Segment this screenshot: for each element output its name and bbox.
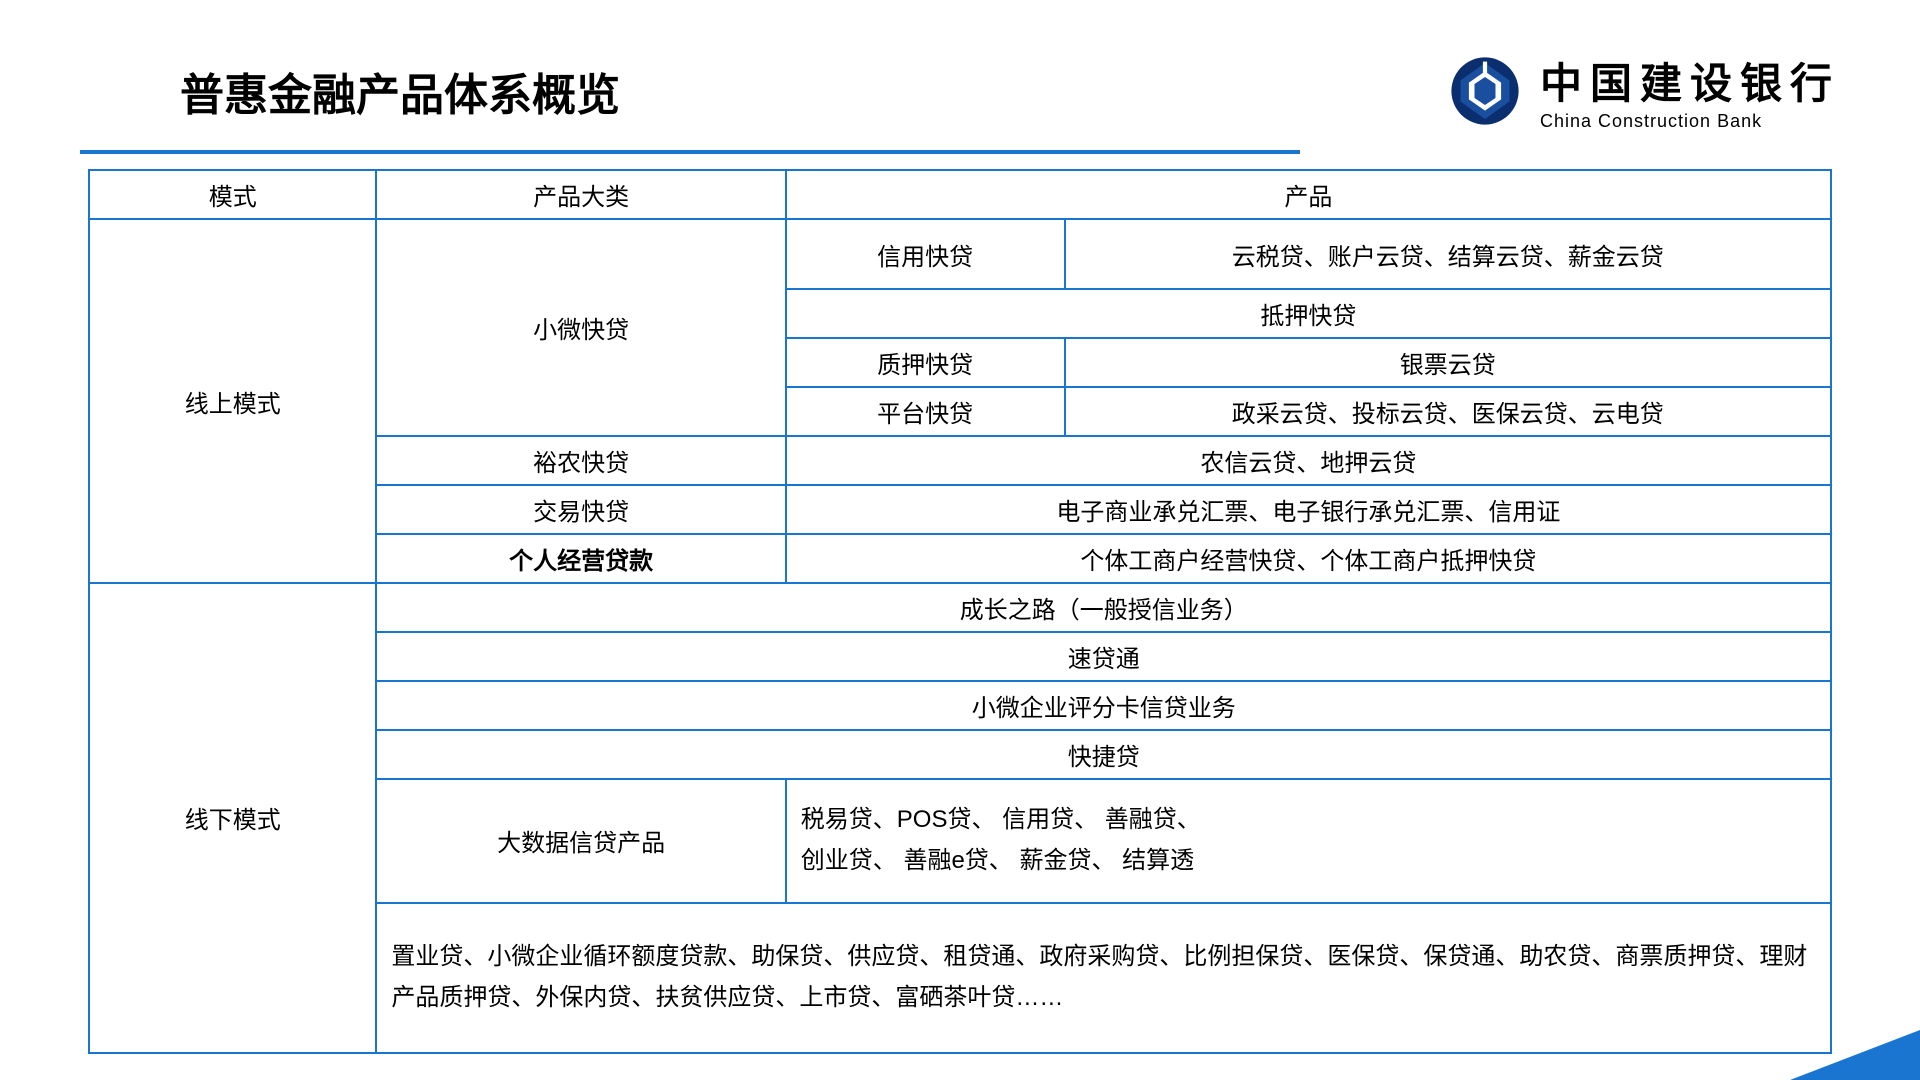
online-mode-cell: 线上模式 xyxy=(89,219,376,583)
corner-triangle-icon xyxy=(1790,1030,1920,1080)
product-table: 模式 产品大类 产品 线上模式 小微快贷 信用快贷 云税贷、账户云贷、结算云贷、… xyxy=(88,169,1832,1054)
logo-cn-text: 中国建设银行 xyxy=(1540,50,1840,111)
table-header-row: 模式 产品大类 产品 xyxy=(89,170,1831,219)
trade-fast-products-cell: 电子商业承兑汇票、电子银行承兑汇票、信用证 xyxy=(786,485,1831,534)
quick-loan-cell: 快捷贷 xyxy=(376,730,1831,779)
credit-fast-cell: 信用快贷 xyxy=(786,219,1065,289)
table-row: 线上模式 小微快贷 信用快贷 云税贷、账户云贷、结算云贷、薪金云贷 xyxy=(89,219,1831,289)
page-title: 普惠金融产品体系概览 xyxy=(180,59,620,123)
fast-loan-cell: 速贷通 xyxy=(376,632,1831,681)
personal-biz-cell: 个人经营贷款 xyxy=(376,534,785,583)
yunong-products-cell: 农信云贷、地押云贷 xyxy=(786,436,1831,485)
mortgage-fast-cell: 抵押快贷 xyxy=(786,289,1831,338)
platform-fast-cell: 平台快贷 xyxy=(786,387,1065,436)
personal-biz-products-cell: 个体工商户经营快贷、个体工商户抵押快贷 xyxy=(786,534,1831,583)
pledge-fast-cell: 质押快贷 xyxy=(786,338,1065,387)
credit-fast-products-cell: 云税贷、账户云贷、结算云贷、薪金云贷 xyxy=(1065,219,1832,289)
growth-road-cell: 成长之路（一般授信业务） xyxy=(376,583,1831,632)
table-row: 线下模式 成长之路（一般授信业务） xyxy=(89,583,1831,632)
trade-fast-cell: 交易快贷 xyxy=(376,485,785,534)
col-product: 产品 xyxy=(786,170,1831,219)
platform-fast-products-cell: 政采云贷、投标云贷、医保云贷、云电贷 xyxy=(1065,387,1832,436)
yunong-cell: 裕农快贷 xyxy=(376,436,785,485)
ccb-logo-icon xyxy=(1450,56,1520,126)
bigdata-products-cell: 税易贷、POS贷、 信用贷、 善融贷、创业贷、 善融e贷、 薪金贷、 结算透 xyxy=(786,779,1831,903)
col-mode: 模式 xyxy=(89,170,376,219)
col-category: 产品大类 xyxy=(376,170,785,219)
offline-mode-cell: 线下模式 xyxy=(89,583,376,1053)
pledge-fast-products-cell: 银票云贷 xyxy=(1065,338,1832,387)
other-products-cell: 置业贷、小微企业循环额度贷款、助保贷、供应贷、租贷通、政府采购贷、比例担保贷、医… xyxy=(376,903,1831,1053)
bigdata-cell: 大数据信贷产品 xyxy=(376,779,785,903)
logo-en-text: China Construction Bank xyxy=(1540,111,1840,132)
scorecard-cell: 小微企业评分卡信贷业务 xyxy=(376,681,1831,730)
bank-logo: 中国建设银行 China Construction Bank xyxy=(1450,50,1840,132)
small-micro-cell: 小微快贷 xyxy=(376,219,785,436)
